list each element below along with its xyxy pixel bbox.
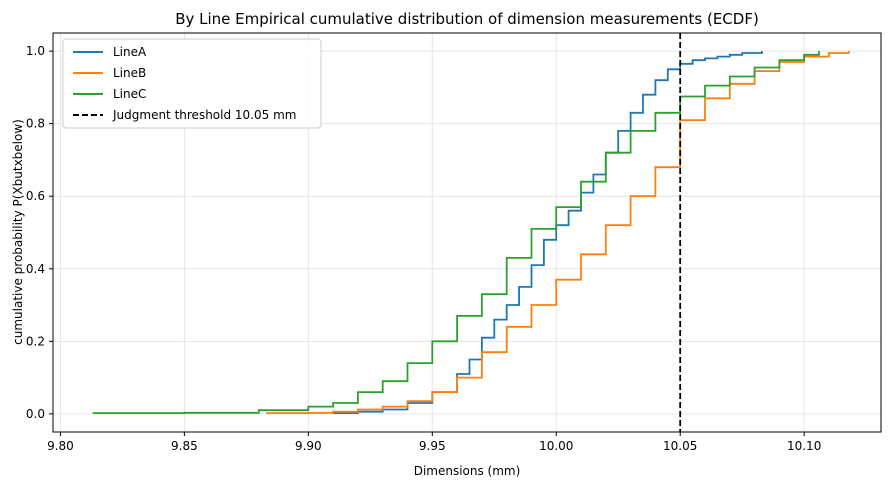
legend-label-lineb: LineB	[113, 66, 146, 80]
x-tick-label: 9.85	[171, 439, 198, 453]
y-tick-label: 0.4	[26, 262, 45, 276]
x-axis-label: Dimensions (mm)	[414, 464, 521, 478]
tick-layer: 9.80 9.85 9.90 9.95 10.00 10.05 10.10 0.0 0.2 0.4…	[26, 44, 821, 453]
legend-label-linea: LineA	[113, 45, 147, 59]
x-tick-label: 10.00	[539, 439, 573, 453]
legend-label-threshold: Judgment threshold 10.05 mm	[112, 108, 296, 122]
chart-title: By Line Empirical cumulative distributio…	[175, 10, 759, 28]
x-tick-label: 9.90	[295, 439, 322, 453]
legend-box	[62, 38, 322, 129]
x-tick-label: 9.95	[419, 439, 446, 453]
y-tick-label: 0.0	[26, 407, 45, 421]
x-tick-label: 10.05	[663, 439, 697, 453]
y-tick-label: 0.8	[26, 117, 45, 131]
legend-label-linec: LineC	[113, 87, 146, 101]
series-line-linec	[92, 51, 820, 414]
series-line-lineb	[266, 51, 850, 414]
y-tick-label: 0.6	[26, 189, 45, 203]
x-tick-label: 9.80	[47, 439, 74, 453]
y-tick-label: 1.0	[26, 44, 45, 58]
series-layer	[92, 51, 850, 414]
x-tick-label: 10.10	[787, 439, 821, 453]
legend: LineA LineB LineC Judgment threshold 10.…	[62, 38, 322, 129]
y-tick-label: 0.2	[26, 334, 45, 348]
series-line-linea	[333, 51, 763, 414]
y-axis-label: cumulative probability P(Xbutxbelow)	[11, 119, 25, 345]
plot-frame	[52, 32, 882, 433]
